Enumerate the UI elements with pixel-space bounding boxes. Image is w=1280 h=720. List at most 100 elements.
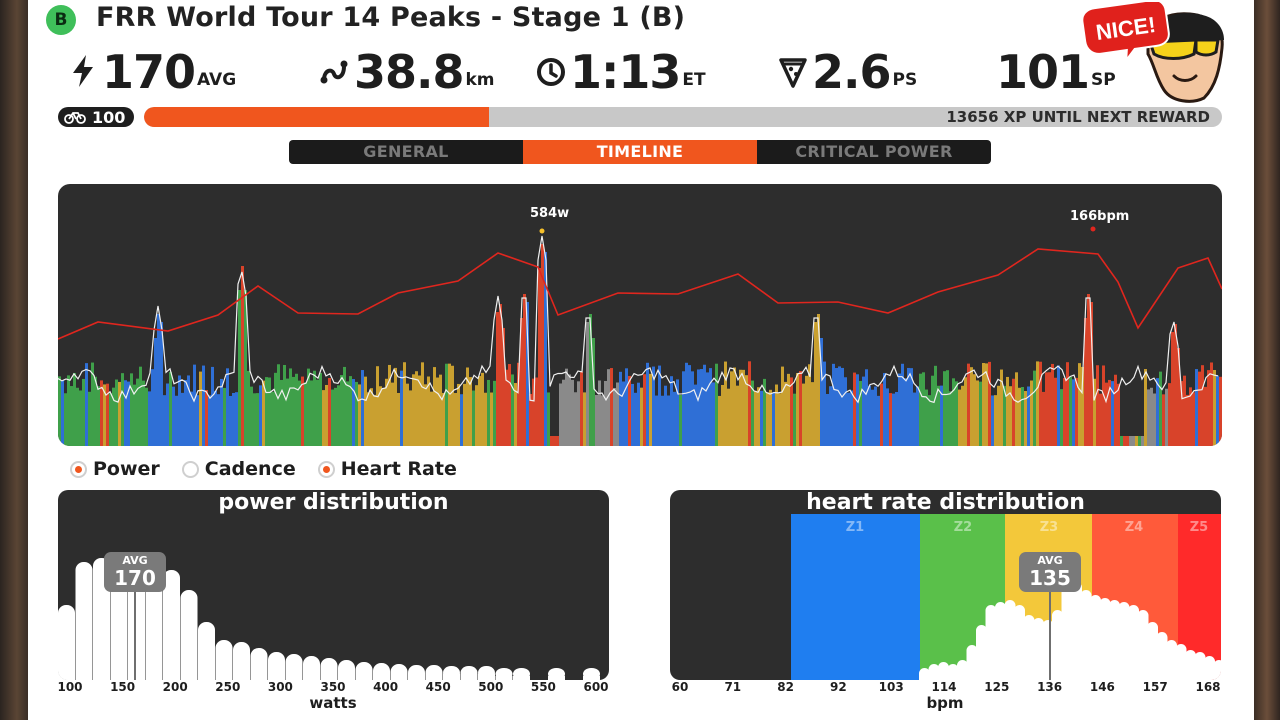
power-bar	[817, 314, 820, 446]
power-bar	[361, 370, 364, 446]
power-bar	[1075, 377, 1078, 446]
power-bar	[1195, 369, 1198, 446]
power-bar	[79, 390, 82, 446]
power-bar	[1018, 387, 1021, 446]
power-bar	[187, 375, 190, 446]
power-bar	[946, 370, 949, 446]
power-bar	[754, 390, 757, 446]
hr-histogram	[791, 514, 1221, 680]
power-bar	[1186, 394, 1189, 446]
power-x-tick: 350	[320, 680, 346, 694]
power-bar	[259, 385, 262, 446]
power-bar	[457, 383, 460, 446]
stat-sport: 101 SP	[996, 42, 1116, 98]
power-bar	[196, 395, 199, 446]
power-bar	[766, 392, 769, 446]
background-left	[0, 0, 28, 720]
power-bar	[472, 390, 475, 446]
power-bar	[730, 371, 733, 446]
power-bar	[979, 381, 982, 446]
power-bar	[1084, 318, 1087, 446]
hr-bin-base	[1023, 621, 1035, 680]
power-bar	[1087, 294, 1090, 446]
power-bar	[331, 389, 334, 446]
power-bar	[142, 380, 145, 446]
hr-x-tick: 103	[878, 680, 904, 694]
power-toggle-icon[interactable]	[70, 460, 87, 478]
power-bar	[1165, 388, 1168, 446]
power-bin-base	[583, 676, 600, 680]
power-bar	[199, 371, 202, 446]
hr-x-tick: 82	[777, 680, 794, 694]
power-bar	[1105, 382, 1108, 446]
power-bin-base	[425, 673, 443, 680]
power-bar	[1078, 363, 1081, 446]
hr-bin-base	[1166, 646, 1177, 680]
power-bar	[1036, 361, 1039, 446]
legend-heart-rate[interactable]: Heart Rate	[317, 458, 457, 480]
power-bar	[238, 290, 241, 446]
power-bar	[1081, 366, 1084, 446]
legend-cadence[interactable]: Cadence	[181, 458, 296, 480]
power-bar	[1030, 380, 1033, 446]
sport-value: 101	[996, 45, 1090, 99]
power-bar	[811, 382, 814, 446]
power-bin-base	[495, 676, 513, 680]
hr-zone-label: Z2	[953, 520, 973, 535]
hr-bin-base	[985, 611, 997, 680]
hr-zone-label: Z3	[1039, 520, 1059, 535]
power-bar	[352, 379, 355, 446]
tab-general[interactable]: GENERAL	[363, 142, 449, 161]
power-bar	[958, 389, 961, 446]
power-bar	[298, 380, 301, 446]
power-bar	[367, 392, 370, 446]
power-bar	[619, 371, 622, 446]
power-bar	[421, 362, 424, 446]
power-bar	[688, 365, 691, 446]
power-bin-base	[180, 598, 198, 680]
power-bar	[1216, 375, 1219, 446]
power-bar	[1012, 378, 1015, 446]
power-bars	[58, 244, 1222, 446]
power-bar	[739, 369, 742, 446]
power-value: 170	[102, 45, 196, 99]
power-bar	[115, 379, 118, 446]
power-bar	[1021, 387, 1024, 446]
power-bar	[685, 362, 688, 446]
power-x-tick: 600	[583, 680, 609, 694]
hr-bin-base	[1052, 616, 1063, 680]
power-bar	[1006, 376, 1009, 446]
timeline-chart[interactable]: 584w 166bpm	[58, 184, 1222, 446]
power-bar	[481, 372, 484, 446]
tab-timeline[interactable]: TIMELINE	[523, 140, 757, 164]
power-bar	[1114, 374, 1117, 446]
hr-x-tick: 60	[671, 680, 689, 694]
stat-power: 170 AVG	[68, 42, 236, 98]
power-bin-base	[548, 676, 565, 680]
power-bar	[517, 362, 520, 446]
power-bar	[490, 392, 493, 446]
hr-x-label: bpm	[926, 694, 964, 712]
power-bar	[1138, 436, 1141, 446]
power-bar	[676, 379, 679, 446]
power-bar	[394, 367, 397, 446]
heart-rate-toggle-icon[interactable]	[317, 460, 335, 478]
hr-bin-base	[1042, 626, 1054, 680]
hr-bin-base	[1147, 628, 1158, 680]
hr-bin-base	[938, 668, 949, 680]
power-bar	[505, 369, 508, 446]
power-bar	[799, 371, 802, 446]
power-x-tick: 150	[110, 680, 136, 694]
power-bar	[436, 377, 439, 446]
legend-power[interactable]: Power	[70, 458, 160, 480]
hr-bin-base	[1004, 606, 1016, 680]
power-bar	[1150, 387, 1153, 446]
tab-critical-power[interactable]: CRITICAL POWER	[795, 142, 953, 161]
power-bar	[655, 395, 658, 446]
power-bar	[277, 364, 280, 446]
stat-time: 1:13 ET	[536, 42, 706, 98]
power-bar	[682, 371, 685, 446]
power-bar	[835, 368, 838, 446]
cadence-toggle-icon[interactable]	[181, 460, 199, 478]
power-bar	[634, 392, 637, 446]
